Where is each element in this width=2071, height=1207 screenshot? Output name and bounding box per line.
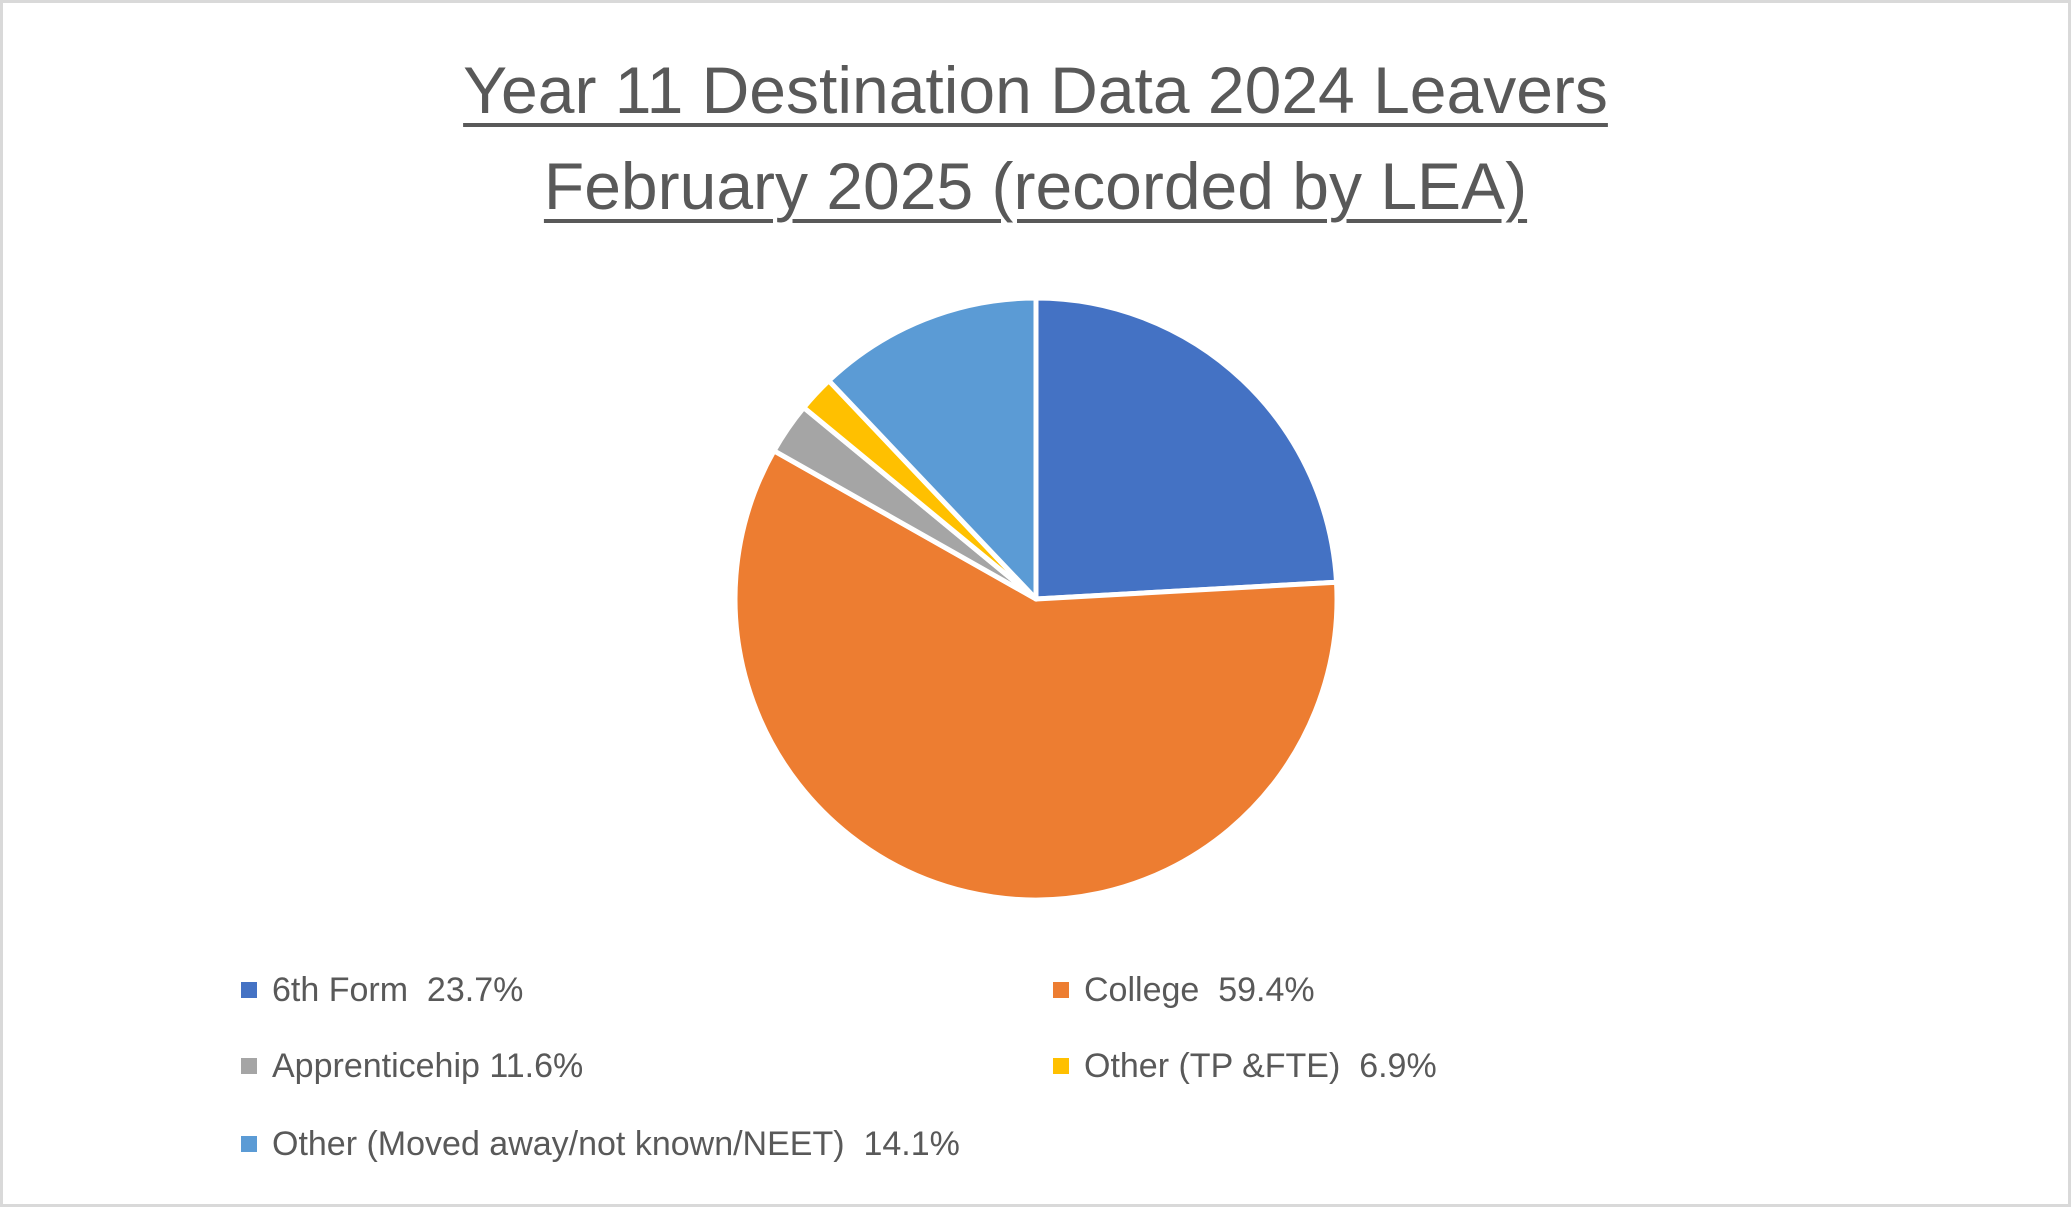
legend-swatch (1053, 1058, 1069, 1074)
chart-title-line-1: Year 11 Destination Data 2024 Leavers (463, 53, 1608, 127)
pie-slice-other-moved-away-not-known-neet (826, 295, 1039, 602)
legend-swatch (241, 1058, 257, 1074)
legend-label: Other (Moved away/not known/NEET) 14.1% (272, 1124, 960, 1163)
legend-item-college: College 59.4% (1053, 965, 1315, 1015)
legend-swatch (241, 982, 257, 998)
legend-label: Other (TP &FTE) 6.9% (1084, 1046, 1437, 1085)
chart-title: Year 11 Destination Data 2024 Leavers Fe… (0, 42, 2071, 234)
legend-label: 6th Form 23.7% (272, 970, 524, 1009)
legend-label: Apprenticehip 11.6% (272, 1046, 584, 1085)
legend-label: College 59.4% (1084, 970, 1315, 1009)
legend-item-apprenticeship: Apprenticehip 11.6% (241, 1041, 583, 1091)
legend-item-6th-form: 6th Form 23.7% (241, 965, 523, 1015)
legend-item-other-tp-fte: Other (TP &FTE) 6.9% (1053, 1041, 1437, 1091)
chart-title-line-2: February 2025 (recorded by LEA) (543, 149, 1528, 223)
pie-slices (732, 295, 1340, 903)
legend-item-other-moved-away: Other (Moved away/not known/NEET) 14.1% (241, 1119, 960, 1169)
pie-slice-6th-form (1033, 295, 1340, 602)
pie-slice-college (732, 448, 1340, 903)
legend-swatch (1053, 982, 1069, 998)
legend-swatch (241, 1136, 257, 1152)
